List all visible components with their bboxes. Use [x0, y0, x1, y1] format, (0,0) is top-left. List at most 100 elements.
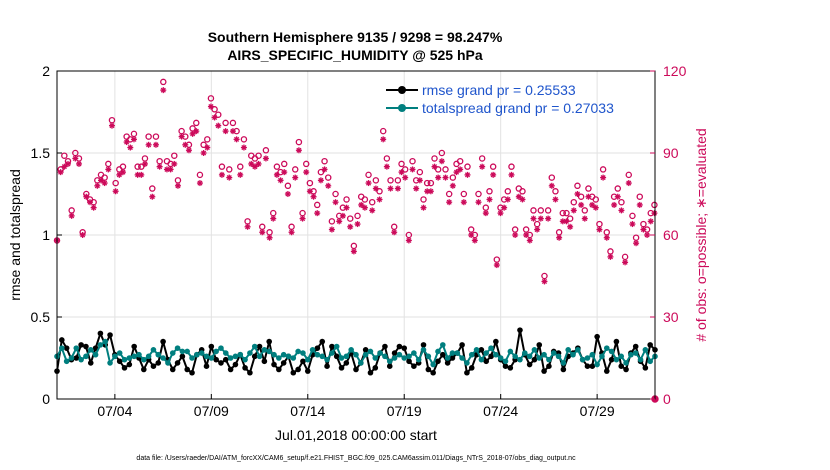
obs-evaluated-point [130, 136, 137, 143]
obs-evaluated-point [427, 188, 434, 195]
totalspread-point [565, 347, 571, 353]
obs-evaluated-stroke [343, 205, 350, 211]
obs-possible-point [607, 248, 614, 255]
obs-evaluated-point [152, 141, 159, 148]
obs-evaluated-stroke [567, 224, 573, 230]
obs-evaluated-stroke [307, 188, 313, 194]
obs-evaluated-stroke [644, 232, 650, 238]
obs-evaluated-stroke [234, 136, 240, 142]
totalspread-point [372, 355, 379, 361]
obs-evaluated-stroke [549, 183, 555, 189]
obs-possible-point [350, 242, 358, 250]
obs-markers [53, 78, 659, 403]
totalspread-point [507, 348, 514, 355]
obs-evaluated-stroke [278, 177, 284, 183]
obs-evaluated-stroke [626, 180, 632, 186]
obs-possible-point [324, 174, 332, 181]
rmse-point [121, 365, 128, 371]
totalspread-point [261, 347, 268, 353]
obs-evaluated-stroke [94, 183, 100, 189]
obs-possible-point [401, 166, 409, 173]
obs-evaluated-stroke [527, 237, 533, 244]
obs-evaluated-stroke [420, 205, 427, 211]
totalspread-point [174, 345, 181, 351]
obs-evaluated-stroke [450, 183, 456, 189]
rmse-point [73, 355, 80, 361]
obs-evaluated-stroke [563, 218, 570, 224]
rmse-point [449, 355, 456, 361]
obs-evaluated-point [446, 199, 453, 206]
obs-evaluated-stroke [212, 114, 218, 121]
totalspread-point [570, 351, 576, 358]
obs-evaluated-stroke [358, 202, 364, 208]
obs-evaluated-point [336, 218, 343, 225]
obs-possible-point [394, 177, 402, 184]
obs-evaluated-point [603, 234, 610, 241]
rmse-point [353, 366, 359, 373]
obs-evaluated-point [394, 185, 401, 192]
obs-possible-point [508, 163, 515, 170]
obs-evaluated-stroke [369, 207, 375, 213]
obs-evaluated-stroke [61, 164, 67, 170]
obs-evaluated-stroke [442, 175, 449, 181]
obs-evaluated-point [585, 193, 592, 200]
obs-evaluated-point [306, 188, 313, 195]
obs-evaluated-point [72, 155, 79, 162]
obs-evaluated-stroke [512, 232, 518, 238]
obs-possible-point [519, 188, 526, 195]
obs-evaluated-point [244, 223, 251, 230]
rmse-point [502, 363, 509, 370]
obs-evaluated-stroke [248, 161, 254, 167]
obs-evaluated-point [200, 150, 207, 156]
rmse-point [603, 368, 610, 374]
obs-possible-point [522, 226, 530, 233]
obs-possible-point [566, 215, 574, 222]
obs-evaluated-stroke [113, 188, 119, 194]
obs-evaluated-stroke [252, 164, 258, 170]
obs-possible-point [475, 190, 482, 198]
obs-evaluated-point [332, 199, 339, 206]
totalspread-point [285, 353, 292, 360]
obs-evaluated-point [460, 199, 467, 206]
totalspread-point [227, 355, 234, 361]
obs-possible-point [156, 157, 163, 165]
obs-evaluated-point [622, 259, 629, 266]
obs-possible-point [138, 163, 145, 170]
totalspread-point [251, 343, 258, 350]
rmse-point [83, 343, 89, 350]
totalspread-point [493, 351, 499, 358]
rmse-point [290, 369, 297, 376]
totalspread-point [276, 355, 282, 361]
obs-possible-point [299, 209, 306, 217]
obs-evaluated-point [581, 215, 588, 222]
obs-possible-point [651, 201, 658, 209]
obs-evaluated-stroke [618, 207, 624, 213]
obs-evaluated-stroke [116, 172, 122, 178]
totalspread-point [459, 355, 465, 361]
obs-evaluated-point [86, 199, 93, 206]
obs-possible-point [101, 174, 108, 181]
obs-evaluated-point [537, 215, 544, 222]
obs-evaluated-stroke [318, 177, 324, 183]
footer-data-file: data file: /Users/raeder/DAI/ATM_forcXX/… [136, 455, 576, 462]
totalspread-point [362, 351, 369, 358]
totalspread-point [589, 351, 596, 358]
obs-evaluated-stroke [648, 218, 654, 224]
totalspread-point [232, 353, 239, 360]
obs-evaluated-point [552, 196, 559, 203]
obs-evaluated-point [405, 237, 412, 244]
obs-possible-point [372, 177, 380, 184]
rmse-point [232, 361, 239, 368]
totalspread-point [102, 338, 109, 345]
obs-evaluated-point [592, 204, 599, 211]
obs-evaluated-point [431, 163, 438, 170]
obs-evaluated-stroke [65, 161, 71, 167]
rmse-point [560, 366, 567, 373]
obs-possible-point [346, 215, 354, 222]
obs-possible-point [409, 157, 416, 165]
obs-evaluated-point [482, 210, 489, 217]
obs-possible-point [196, 171, 204, 179]
obs-evaluated-stroke [80, 232, 86, 238]
obs-evaluated-stroke [314, 210, 320, 216]
obs-evaluated-stroke [208, 103, 214, 110]
